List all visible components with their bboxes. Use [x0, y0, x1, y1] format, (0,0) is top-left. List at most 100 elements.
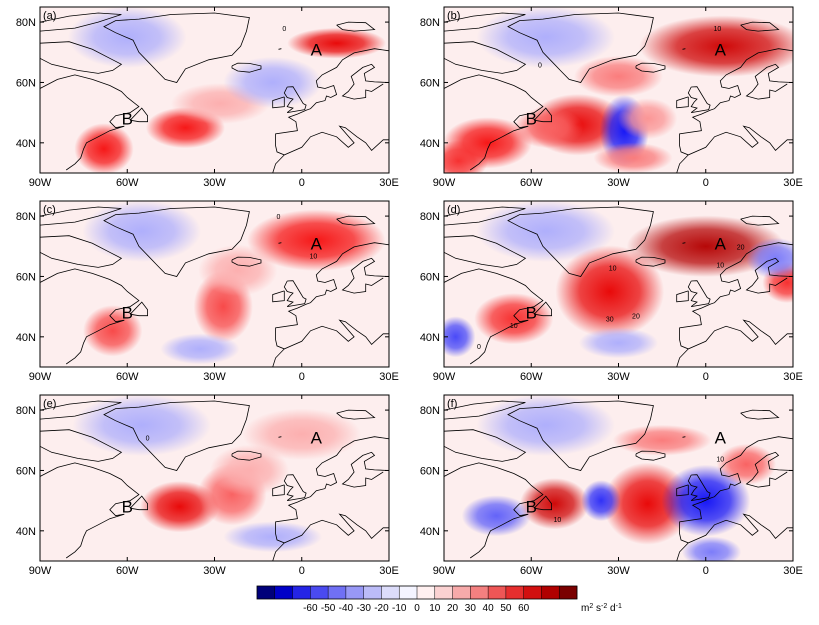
y-tick-label: 40N	[420, 138, 440, 150]
y-tick-label: 40N	[16, 138, 36, 150]
coastline	[272, 348, 285, 367]
coastline	[40, 41, 123, 74]
anomaly-blob	[287, 27, 387, 59]
coastline	[444, 74, 544, 171]
panel-label: (b)	[447, 10, 460, 22]
anomaly-blob	[83, 305, 143, 357]
coastline	[103, 206, 250, 277]
x-tick-label: 60W	[116, 177, 139, 189]
coastline	[283, 280, 307, 307]
coastline	[533, 495, 552, 511]
coastline	[341, 257, 389, 294]
contour-label: 10	[554, 517, 562, 524]
contour-label: 20	[632, 314, 640, 321]
colorbar-swatch	[541, 586, 560, 599]
y-tick-label: 80N	[420, 17, 440, 29]
region-label-a: A	[715, 234, 727, 253]
region-label-a: A	[311, 234, 323, 253]
coastline	[682, 48, 686, 50]
coastline	[679, 436, 793, 544]
coastline	[278, 436, 282, 438]
colorbar-unit: m2 s-2 d-1	[581, 603, 622, 615]
coastline	[283, 86, 307, 113]
x-tick-label: 90W	[29, 565, 52, 577]
coastlines	[444, 400, 793, 561]
x-tick-label: 0	[299, 177, 305, 189]
x-tick-label: 30E	[379, 371, 399, 383]
y-tick-label: 60N	[420, 465, 440, 477]
coastline	[444, 462, 544, 559]
coastline	[272, 484, 285, 497]
x-tick-label: 90W	[433, 177, 456, 189]
colorbar-swatch	[381, 586, 400, 599]
coastline	[103, 12, 250, 83]
x-tick-label: 90W	[433, 371, 456, 383]
coastline	[745, 257, 793, 294]
coastline	[679, 48, 793, 156]
anomaly-field	[72, 395, 362, 553]
colorbar-swatch	[292, 586, 311, 599]
panel-label: (d)	[447, 204, 460, 216]
x-tick-label: 90W	[433, 565, 456, 577]
colorbar-swatch	[274, 586, 293, 599]
coastline	[40, 74, 140, 171]
x-tick-label: 30W	[607, 177, 630, 189]
panel-b: 90W 60W 30W 0 30E 80N 60N 40N (b) 10 0 A B	[420, 6, 803, 189]
colorbar-swatch	[310, 586, 329, 599]
coastline	[231, 256, 262, 267]
coastline	[129, 107, 148, 123]
x-tick-label: 30E	[379, 177, 399, 189]
coastlines	[444, 206, 793, 367]
coastline	[336, 215, 376, 226]
contour-label: 10	[609, 265, 617, 272]
y-tick-label: 80N	[16, 17, 36, 29]
x-tick-label: 30E	[379, 565, 399, 577]
colorbar-swatch	[488, 586, 507, 599]
anomaly-blob	[82, 201, 202, 262]
region-label-b: B	[122, 304, 133, 323]
coastlines	[444, 12, 793, 173]
coastline	[444, 268, 544, 365]
colorbar-tick-label: -50	[321, 603, 336, 614]
region-label-b: B	[526, 498, 537, 517]
x-tick-label: 0	[299, 565, 305, 577]
contour-label: 20	[737, 244, 745, 251]
contour-label: 10	[309, 253, 317, 260]
colorbar-swatch	[523, 586, 542, 599]
y-tick-label: 40N	[16, 526, 36, 538]
anomaly-blob	[574, 55, 663, 97]
colorbar-tick-label: 30	[465, 603, 477, 614]
coastline	[507, 206, 654, 277]
contour-label: 10	[716, 262, 724, 269]
panel-f: 90W 60W 30W 0 30E 80N 60N 40N (f) 10 10 A B	[420, 394, 803, 577]
colorbar-tick-label: -40	[339, 603, 354, 614]
panel-e: 90W 60W 30W 0 30E 80N 60N 40N (e) 0 A B	[16, 394, 399, 577]
contour-label: 0	[146, 435, 150, 442]
x-tick-label: 90W	[29, 177, 52, 189]
coastline	[40, 462, 140, 559]
colorbar-frame	[256, 585, 578, 600]
y-tick-label: 40N	[420, 526, 440, 538]
x-tick-label: 30W	[607, 371, 630, 383]
coastline	[507, 400, 654, 471]
coastline	[129, 301, 148, 317]
coastline	[635, 62, 666, 73]
colorbar-swatch	[505, 586, 524, 599]
coastline	[275, 436, 389, 544]
y-tick-label: 80N	[16, 211, 36, 223]
colorbar-swatch	[559, 586, 578, 599]
x-tick-label: 60W	[520, 177, 543, 189]
anomaly-blob	[476, 201, 615, 262]
anomaly-blob	[476, 395, 615, 456]
coastline	[444, 429, 527, 462]
coastline	[444, 235, 527, 268]
anomaly-field	[461, 395, 777, 561]
coastline	[129, 495, 148, 511]
coastline	[275, 242, 389, 350]
coastline	[283, 474, 307, 501]
colorbar-swatch	[363, 586, 382, 599]
y-tick-label: 60N	[16, 77, 36, 89]
coastline	[676, 154, 689, 173]
coastline	[676, 290, 689, 303]
